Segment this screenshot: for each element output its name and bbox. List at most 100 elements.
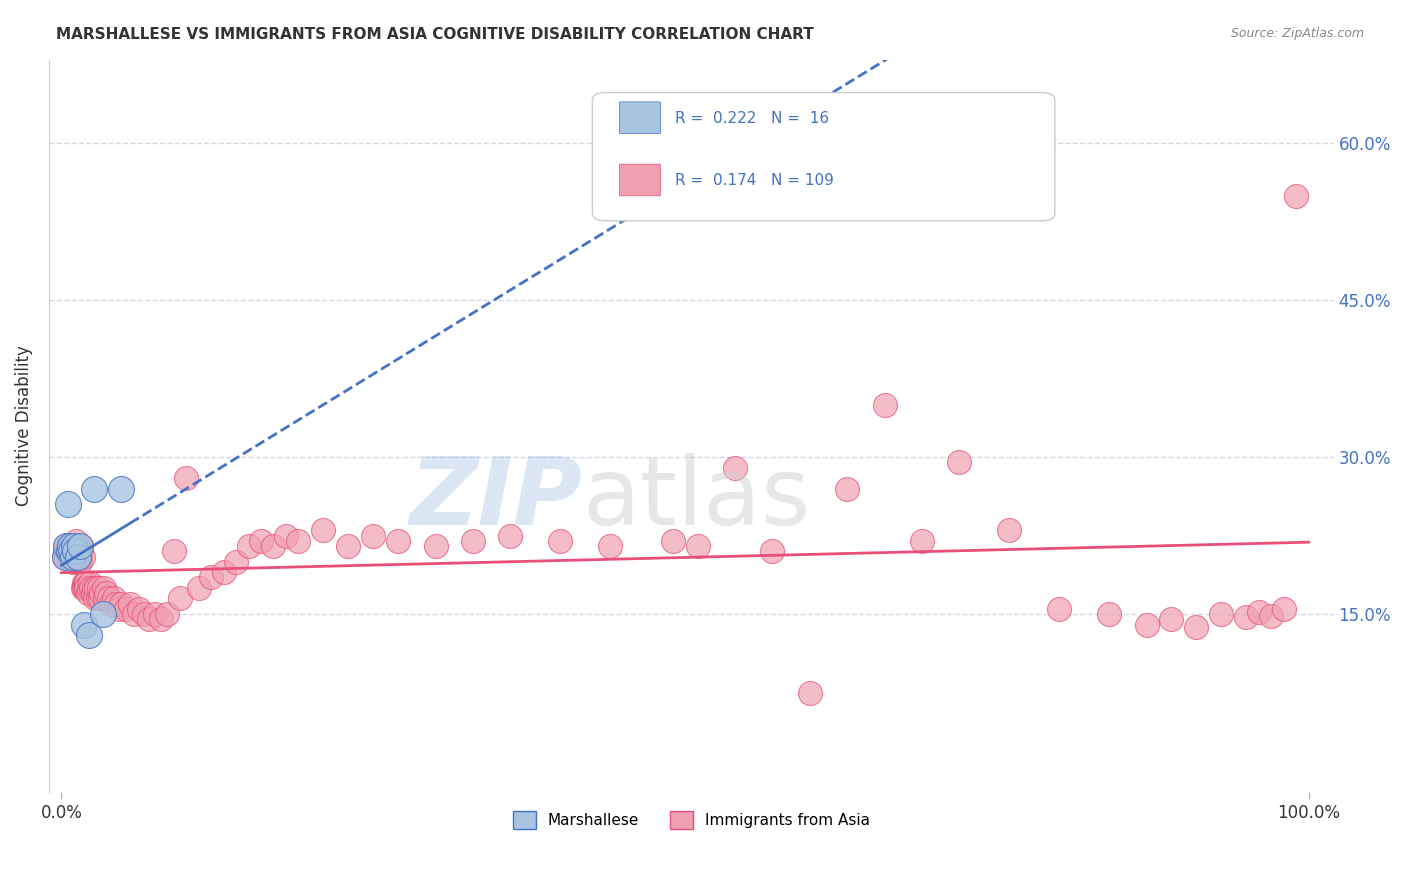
Point — [56, 539, 79, 553]
Point — [75, 575, 97, 590]
Point — [63, 539, 86, 553]
FancyBboxPatch shape — [620, 164, 661, 196]
Point — [72, 549, 94, 564]
Point — [599, 539, 621, 553]
Point — [1047, 602, 1070, 616]
FancyBboxPatch shape — [620, 102, 661, 134]
Point — [75, 581, 97, 595]
Point — [361, 528, 384, 542]
Point — [63, 544, 86, 558]
Point — [128, 602, 150, 616]
Point — [86, 591, 108, 606]
Point — [1234, 610, 1257, 624]
Point — [837, 482, 859, 496]
FancyBboxPatch shape — [592, 93, 1054, 220]
Point — [1135, 617, 1157, 632]
Point — [200, 570, 222, 584]
Point — [58, 549, 80, 564]
Point — [93, 581, 115, 595]
Point — [83, 581, 105, 595]
Point — [73, 581, 96, 595]
Point — [1247, 605, 1270, 619]
Point — [70, 544, 93, 558]
Point — [76, 586, 98, 600]
Point — [83, 482, 105, 496]
Point — [63, 539, 86, 553]
Point — [75, 575, 97, 590]
Point — [60, 544, 83, 558]
Point — [94, 591, 117, 606]
Point — [911, 533, 934, 548]
Point — [84, 591, 107, 606]
Point — [105, 597, 128, 611]
Y-axis label: Cognitive Disability: Cognitive Disability — [15, 345, 32, 507]
Point — [724, 460, 747, 475]
Point — [312, 524, 335, 538]
Legend: Marshallese, Immigrants from Asia: Marshallese, Immigrants from Asia — [506, 805, 876, 836]
Point — [55, 539, 77, 553]
Point — [1160, 612, 1182, 626]
Point — [82, 586, 104, 600]
Point — [55, 549, 77, 564]
Point — [461, 533, 484, 548]
Text: ZIP: ZIP — [409, 453, 582, 545]
Point — [73, 617, 96, 632]
Point — [97, 591, 120, 606]
Point — [56, 497, 79, 511]
Point — [122, 607, 145, 621]
Point — [1098, 607, 1121, 621]
Point — [79, 575, 101, 590]
Point — [499, 528, 522, 542]
Point — [66, 544, 89, 558]
Point — [187, 581, 209, 595]
Text: R =  0.222   N =  16: R = 0.222 N = 16 — [675, 111, 828, 126]
Point — [77, 628, 100, 642]
Text: R =  0.174   N = 109: R = 0.174 N = 109 — [675, 173, 834, 188]
Point — [387, 533, 409, 548]
Point — [89, 591, 111, 606]
Point — [63, 544, 86, 558]
Point — [115, 602, 138, 616]
Point — [1260, 609, 1282, 624]
Point — [143, 607, 166, 621]
Point — [86, 581, 108, 595]
Point — [56, 544, 79, 558]
Point — [138, 612, 160, 626]
Point — [100, 597, 122, 611]
Point — [550, 533, 572, 548]
Point — [77, 581, 100, 595]
Point — [67, 544, 90, 558]
Point — [62, 549, 84, 564]
Point — [948, 455, 970, 469]
Point — [53, 544, 76, 558]
Point — [799, 685, 821, 699]
Point — [90, 586, 112, 600]
Point — [80, 581, 103, 595]
Point — [686, 539, 709, 553]
Point — [661, 533, 683, 548]
Point — [60, 544, 83, 558]
Point — [69, 549, 91, 564]
Point — [59, 539, 82, 553]
Point — [72, 581, 94, 595]
Point — [52, 549, 75, 564]
Point — [53, 549, 76, 564]
Point — [91, 607, 114, 621]
Point — [238, 539, 260, 553]
Point — [1211, 607, 1233, 621]
Point — [225, 555, 247, 569]
Point — [1185, 620, 1208, 634]
Point — [150, 612, 173, 626]
Point — [873, 398, 896, 412]
Point — [66, 549, 89, 564]
Point — [87, 581, 110, 595]
Point — [108, 602, 131, 616]
Point — [263, 539, 285, 553]
Point — [132, 607, 155, 621]
Point — [69, 539, 91, 553]
Point — [58, 544, 80, 558]
Text: MARSHALLESE VS IMMIGRANTS FROM ASIA COGNITIVE DISABILITY CORRELATION CHART: MARSHALLESE VS IMMIGRANTS FROM ASIA COGN… — [56, 27, 814, 42]
Point — [1285, 188, 1308, 202]
Point — [59, 544, 82, 558]
Point — [67, 539, 90, 553]
